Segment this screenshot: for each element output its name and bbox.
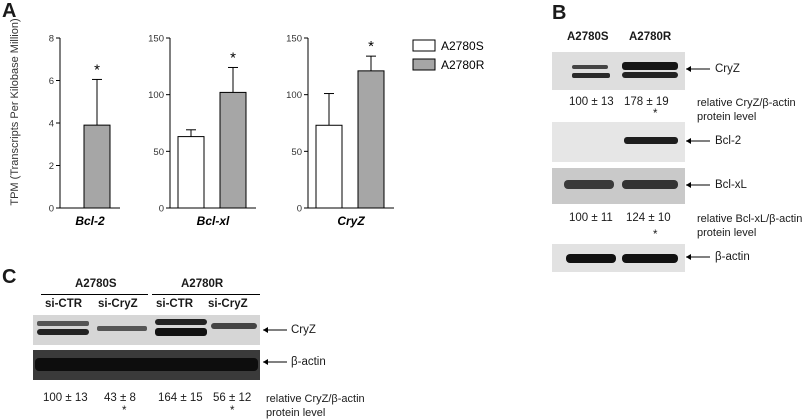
c-value-3: 164 ± 15 — [158, 392, 203, 404]
x-label-bcl-2: Bcl-2 — [75, 214, 105, 228]
c-note-1: relative CryZ/β-actin — [266, 393, 365, 405]
c-note-2: protein level — [266, 407, 326, 419]
y-axis-label: TPM (Transcripts Per Kilobase Million) — [9, 18, 21, 205]
tick-label-bcl-2-6: 6 — [49, 76, 54, 87]
b-bclxl-star: * — [653, 229, 658, 241]
c-lane-4: si-CryZ — [208, 298, 248, 310]
tick-label-bcl-2-0: 0 — [49, 204, 54, 215]
tick-label-bcl-xl-100: 100 — [148, 90, 164, 101]
c-lane-3: si-CTR — [156, 298, 194, 310]
bar-cryz-a2780s — [315, 124, 343, 209]
tick-label-bcl-xl-50: 50 — [153, 147, 164, 158]
c-blot-actin — [33, 350, 260, 380]
c-group-a2780s: A2780S — [75, 278, 117, 290]
c-lane-1: si-CTR — [45, 298, 83, 310]
c-value-4: 56 ± 12 — [213, 392, 252, 404]
bar-charts-group: 0 2 4 6 8 * Bcl-2 0 50 100 150 * Bcl-xl 0 50 100 150 * Cry… — [49, 34, 394, 228]
legend-swatch-a2780s — [412, 39, 436, 52]
tick-label-bcl-2-8: 8 — [49, 34, 54, 45]
b-blot-bcl2 — [552, 122, 685, 162]
x-label-cryz: CryZ — [337, 214, 365, 228]
significance-star-bcl-xl: * — [230, 49, 236, 66]
c-value-1: 100 ± 13 — [43, 392, 88, 404]
b-header-a2780r: A2780R — [629, 31, 672, 43]
b-header-a2780s: A2780S — [567, 31, 609, 43]
tick-label-cryz-0: 0 — [297, 204, 302, 215]
bar-bcl-2-a2780r — [83, 124, 111, 209]
b-band-cryz: CryZ — [715, 63, 740, 75]
b-blot-actin — [552, 244, 685, 272]
b-cryz-value-r: 178 ± 19 — [624, 96, 669, 108]
panel-a-charts: 0 2 4 6 8 * Bcl-2 0 50 100 150 * Bcl-xl 0 50 100 150 * Cry… — [9, 18, 485, 228]
c-band-cryz: CryZ — [291, 324, 316, 336]
b-cryz-star: * — [653, 108, 658, 120]
c-star-1: * — [122, 405, 127, 417]
b-blot-bclxl — [552, 168, 685, 204]
legend-label-a2780r: A2780R — [441, 58, 485, 72]
tick-label-bcl-2-4: 4 — [49, 119, 54, 130]
c-group-line-r — [152, 294, 260, 295]
tick-label-bcl-xl-150: 150 — [148, 34, 164, 45]
c-star-2: * — [230, 405, 235, 417]
significance-star-cryz: * — [368, 38, 374, 55]
c-blot-cryz — [33, 315, 260, 345]
c-value-2: 43 ± 8 — [104, 392, 136, 404]
tick-label-bcl-xl-0: 0 — [159, 204, 164, 215]
tick-label-cryz-100: 100 — [286, 90, 302, 101]
b-bclxl-value-r: 124 ± 10 — [626, 212, 671, 224]
b-band-bcl2: Bcl-2 — [715, 135, 742, 147]
b-bclxl-value-s: 100 ± 11 — [569, 212, 613, 224]
panel-label-c: C — [2, 266, 17, 288]
b-bclxl-note-2: protein level — [697, 227, 757, 239]
b-cryz-value-s: 100 ± 13 — [569, 96, 614, 108]
panel-label-b: B — [552, 2, 567, 24]
c-band-actin: β-actin — [291, 356, 326, 368]
bar-cryz-a2780r — [357, 70, 385, 209]
panel-label-a: A — [2, 0, 17, 22]
c-group-line-s — [41, 294, 148, 295]
legend-label-a2780s: A2780S — [441, 39, 484, 53]
b-blot-cryz — [552, 52, 685, 90]
tick-label-cryz-50: 50 — [291, 147, 302, 158]
b-band-actin: β-actin — [715, 251, 750, 263]
c-lane-2: si-CryZ — [98, 298, 138, 310]
bar-bcl-xl-a2780s — [177, 136, 205, 209]
significance-star-bcl-2: * — [94, 61, 100, 78]
c-group-a2780r: A2780R — [181, 278, 224, 290]
b-cryz-note-2: protein level — [697, 111, 757, 123]
b-band-bclxl: Bcl-xL — [715, 179, 747, 191]
b-cryz-note-1: relative CryZ/β-actin — [697, 97, 796, 109]
x-label-bcl-xl: Bcl-xl — [197, 214, 230, 228]
tick-label-cryz-150: 150 — [286, 34, 302, 45]
b-bclxl-note-1: relative Bcl-xL/β-actin — [697, 213, 803, 225]
bar-bcl-xl-a2780r — [219, 91, 247, 209]
legend-swatch-a2780r — [412, 58, 436, 71]
tick-label-bcl-2-2: 2 — [49, 161, 54, 172]
